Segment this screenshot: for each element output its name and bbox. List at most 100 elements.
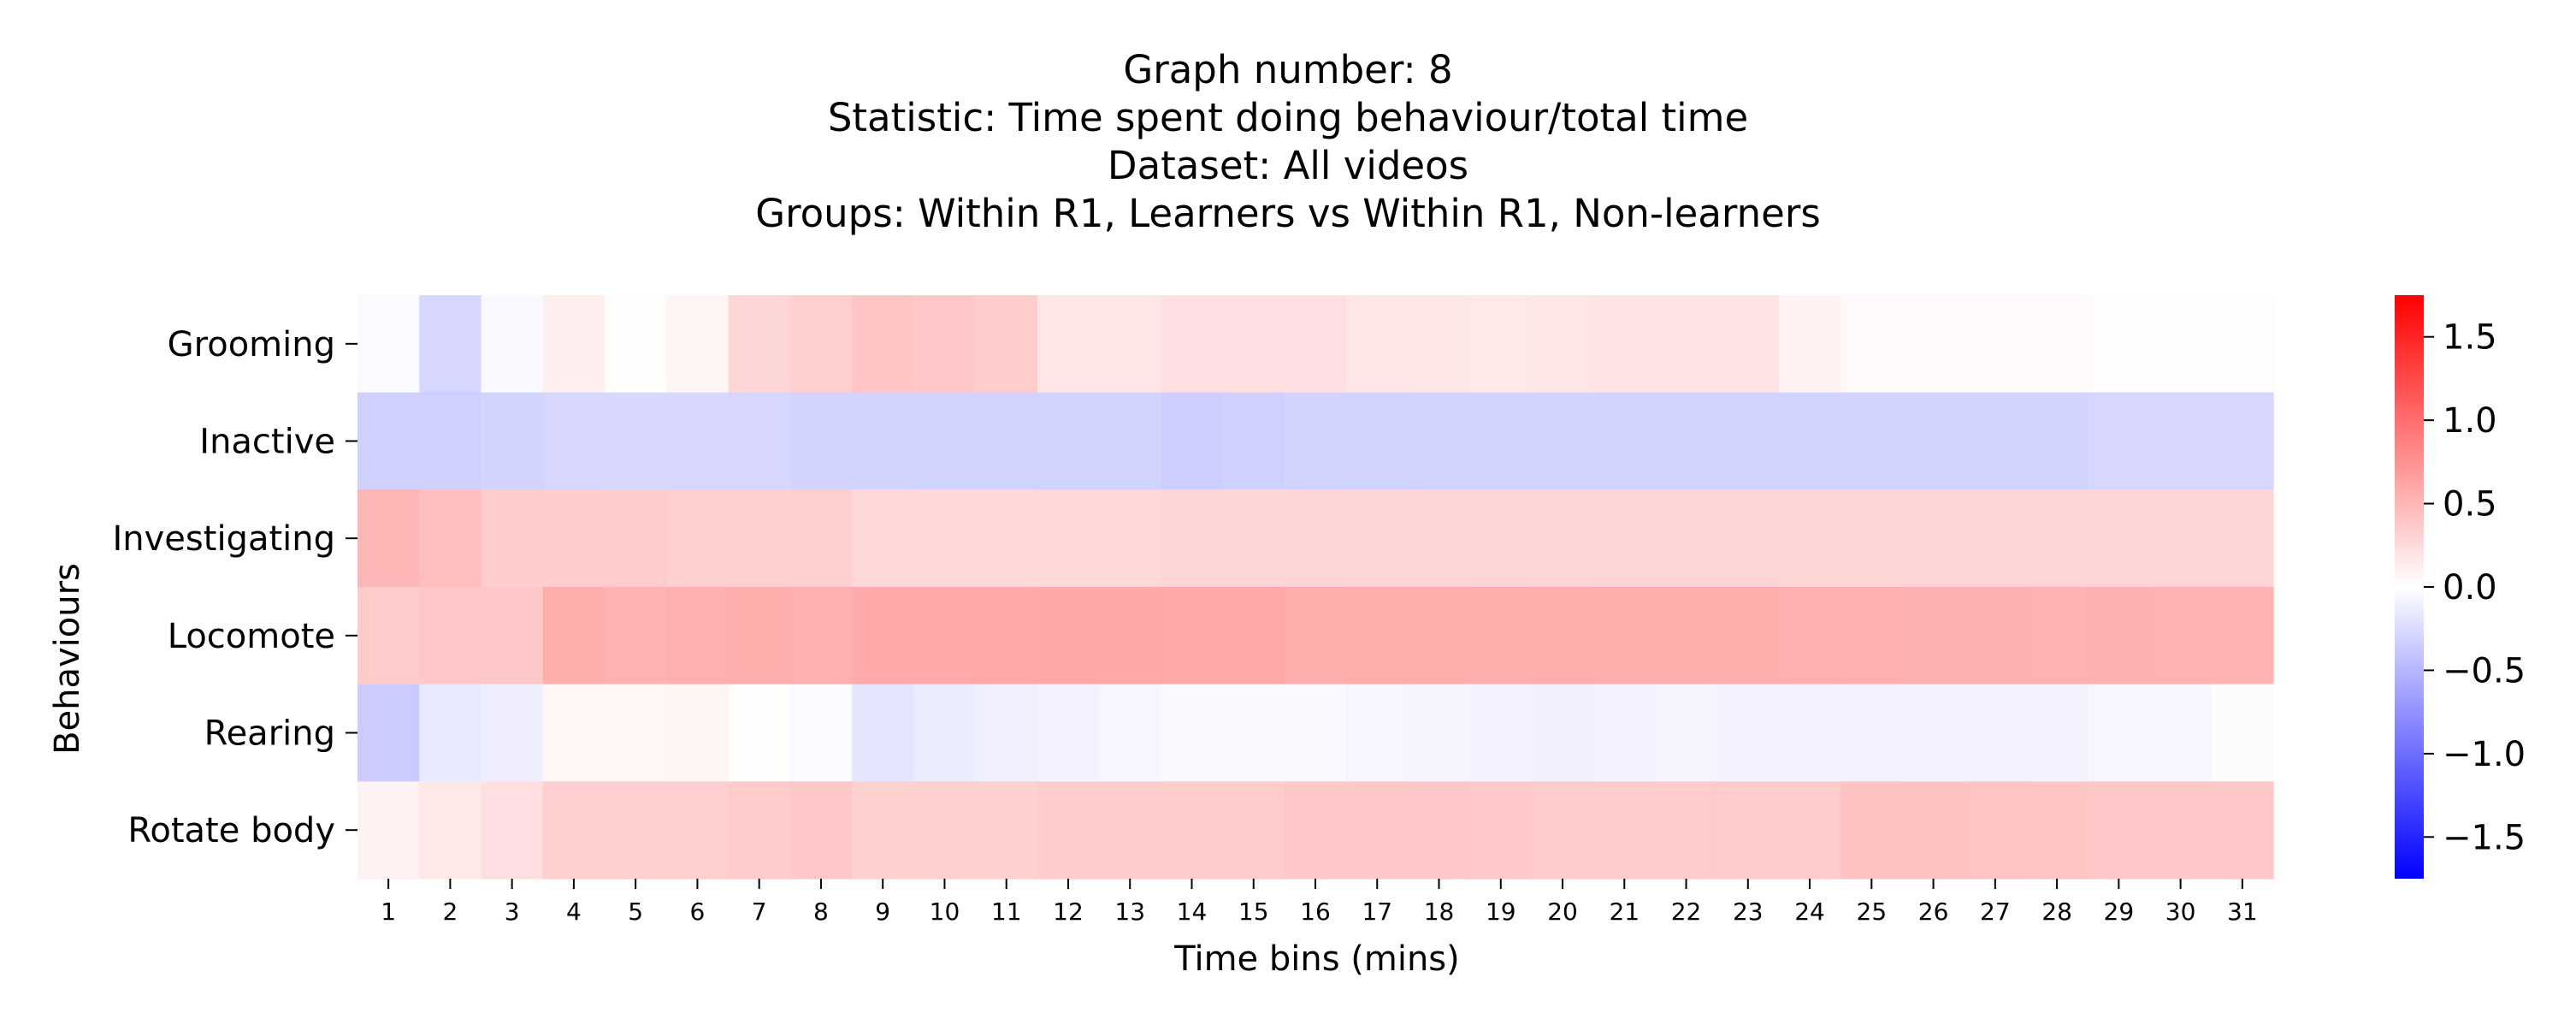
heatmap-cell: [1902, 781, 1965, 880]
heatmap-cell: [1655, 392, 1718, 490]
heatmap-cell: [1346, 684, 1409, 782]
y-axis: Grooming Inactive Investigating Locomote Rea…: [112, 325, 357, 850]
heatmap-cell: [1161, 684, 1224, 782]
heatmap-cell: [852, 489, 914, 588]
heatmap-cell: [789, 295, 853, 394]
heatmap-cell: [1531, 781, 1594, 880]
x-tick-label: 14: [1177, 898, 1208, 926]
title-line-2: Statistic: Time spent doing behaviour/to…: [828, 95, 1748, 140]
x-tick-label: 4: [566, 898, 582, 926]
heatmap-cell: [419, 489, 482, 588]
heatmap-cell: [1408, 684, 1471, 782]
heatmap-cell: [1593, 392, 1657, 490]
x-tick-label: 10: [930, 898, 960, 926]
x-tick-label: 15: [1238, 898, 1269, 926]
heatmap-cell: [2211, 587, 2274, 685]
heatmap-cell: [1840, 781, 1904, 880]
heatmap-cell: [2025, 781, 2089, 880]
heatmap-cell: [1469, 587, 1533, 685]
heatmap-cell: [1469, 489, 1533, 588]
heatmap-cell: [1778, 489, 1841, 588]
heatmap-cell: [913, 295, 977, 394]
heatmap-cell: [728, 392, 791, 490]
x-tick-label: 30: [2165, 898, 2196, 926]
heatmap-cell: [1840, 489, 1904, 588]
heatmap-cell: [357, 587, 420, 685]
x-tick-label: 2: [442, 898, 458, 926]
heatmap-cell: [2211, 781, 2274, 880]
heatmap-cell: [1284, 587, 1347, 685]
heatmap-cell: [1964, 684, 2027, 782]
heatmap-cell: [975, 392, 1038, 490]
colorbar-tick-label: 1.5: [2443, 318, 2497, 358]
heatmap-cell: [1037, 781, 1100, 880]
y-tick-label: Grooming: [168, 325, 335, 364]
heatmap-cell: [419, 295, 482, 394]
heatmap-cell: [2088, 295, 2151, 394]
heatmap-cell: [1346, 781, 1409, 880]
heatmap-cell: [1037, 489, 1100, 588]
heatmap-cell: [728, 781, 791, 880]
x-tick-label: 5: [628, 898, 643, 926]
heatmap-cell: [419, 392, 482, 490]
x-tick-label: 19: [1486, 898, 1516, 926]
chart-title: Graph number: 8 Statistic: Time spent do…: [755, 47, 1821, 236]
heatmap-cell: [1655, 587, 1718, 685]
heatmap-cell: [1284, 781, 1347, 880]
heatmap-cell: [1346, 587, 1409, 685]
heatmap-cell: [1593, 587, 1657, 685]
y-tick-label: Rearing: [204, 714, 335, 754]
heatmap-cell: [1716, 295, 1780, 394]
x-tick-label: 16: [1300, 898, 1331, 926]
x-tick-label: 29: [2104, 898, 2135, 926]
heatmap-cell: [1531, 295, 1594, 394]
heatmap-cell: [1161, 392, 1224, 490]
x-tick-label: 25: [1857, 898, 1888, 926]
heatmap-cell: [357, 295, 420, 394]
heatmap-cell: [1222, 489, 1285, 588]
heatmap-cell: [1964, 489, 2027, 588]
heatmap-cell: [1408, 489, 1471, 588]
heatmap-cell: [1099, 781, 1161, 880]
heatmap-cell: [2025, 489, 2089, 588]
heatmap-cell: [481, 587, 544, 685]
heatmap-cell: [1964, 781, 2027, 880]
heatmap-cell: [1531, 489, 1594, 588]
heatmap-cell: [605, 587, 667, 685]
heatmap-cell: [913, 489, 977, 588]
y-tick-label: Inactive: [199, 423, 335, 462]
x-tick-label: 23: [1733, 898, 1764, 926]
heatmap-cell: [1716, 781, 1780, 880]
heatmap-cell: [1902, 587, 1965, 685]
x-tick-label: 6: [690, 898, 706, 926]
x-tick-label: 7: [752, 898, 767, 926]
heatmap-cell: [1655, 489, 1718, 588]
heatmap-cell: [1099, 295, 1161, 394]
heatmap-cell: [913, 684, 977, 782]
heatmap-cell: [852, 295, 914, 394]
x-tick-label: 26: [1918, 898, 1949, 926]
heatmap-cell: [542, 295, 606, 394]
heatmap-cell: [1284, 684, 1347, 782]
heatmap-cell: [1346, 489, 1409, 588]
colorbar-ticks: 1.5 1.0 0.5 0.0 −0.5 −1.0 −1.5: [2424, 318, 2526, 857]
heatmap-cell: [357, 489, 420, 588]
heatmap-cell: [666, 489, 730, 588]
heatmap-cell: [419, 587, 482, 685]
heatmap-cell: [852, 781, 914, 880]
heatmap-cell: [357, 684, 420, 782]
heatmap-cell: [1346, 295, 1409, 394]
heatmap-cell: [975, 587, 1038, 685]
heatmap-cell: [1099, 684, 1161, 782]
colorbar-tick-label: −1.5: [2443, 818, 2526, 857]
heatmap-cell: [1531, 684, 1594, 782]
heatmap-cell: [666, 684, 730, 782]
heatmap-cell: [2088, 684, 2151, 782]
heatmap-cell: [789, 587, 853, 685]
heatmap-cell: [605, 684, 667, 782]
heatmap-cell: [1716, 587, 1780, 685]
heatmap-cell: [605, 392, 667, 490]
x-tick-label: 12: [1053, 898, 1084, 926]
x-tick-label: 20: [1547, 898, 1578, 926]
heatmap-cell: [605, 489, 667, 588]
